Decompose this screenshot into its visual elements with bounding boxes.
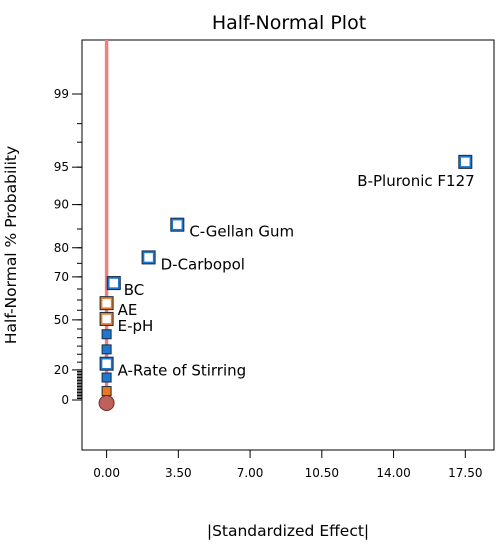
y-tick-label: 0: [61, 393, 69, 407]
effect-point: [99, 312, 114, 326]
x-tick-label: 14.00: [376, 466, 410, 480]
error-point: [101, 329, 112, 340]
points-layer: [98, 154, 473, 411]
effect-point: [99, 356, 114, 371]
point-label: BC: [124, 281, 145, 299]
x-tick-label: 7.00: [237, 466, 264, 480]
y-tick-label: 70: [54, 270, 69, 284]
point-label: D-Carbopol: [161, 255, 245, 273]
effect-point: [170, 217, 185, 232]
x-tick-label: 0.00: [93, 466, 120, 480]
x-axis-label: |Standardized Effect|: [207, 522, 369, 540]
effect-point: [458, 155, 473, 169]
point-label: E-pH: [118, 317, 154, 335]
error-point: [101, 344, 112, 355]
y-tick-label: 50: [54, 313, 69, 327]
point-labels-layer: B-Pluronic F127 C-Gellan Gum D-Carbopol BC A…: [118, 172, 475, 380]
effect-point-outline: [170, 217, 185, 232]
x-axis: 0.00 3.50 7.00 10.50 14.00 17.50: [93, 450, 482, 480]
effect-point: [99, 296, 114, 310]
y-tick-label: 80: [54, 241, 69, 255]
y-tick-label: 99: [54, 87, 69, 101]
point-label: AE: [118, 301, 138, 319]
effect-point-outline: [99, 296, 114, 311]
y-tick-label: 90: [54, 198, 69, 212]
x-tick-label: 10.50: [305, 466, 339, 480]
effect-point-outline: [99, 311, 114, 326]
error-point: [101, 372, 112, 383]
effect-point: [141, 250, 156, 265]
effect-point-outline: [99, 356, 114, 371]
x-tick-label: 3.50: [165, 466, 192, 480]
effect-point-outline: [141, 250, 156, 265]
error-point: [101, 386, 112, 397]
origin-point: [98, 395, 115, 411]
point-label: C-Gellan Gum: [189, 223, 294, 241]
point-label: B-Pluronic F127: [357, 172, 474, 190]
chart-title: Half-Normal Plot: [212, 12, 366, 34]
effect-point-outline: [458, 154, 473, 169]
y-axis-label: Half-Normal % Probability: [2, 146, 20, 344]
point-label: A-Rate of Stirring: [118, 362, 247, 380]
y-tick-label: 20: [54, 363, 69, 377]
effect-point-outline: [106, 276, 121, 291]
y-axis: 0 20 50 70 80 90 95 99: [54, 87, 82, 407]
x-tick-label: 17.50: [448, 466, 482, 480]
plot-area: [81, 39, 495, 451]
y-tick-label: 95: [54, 160, 69, 174]
effect-point: [107, 276, 121, 290]
